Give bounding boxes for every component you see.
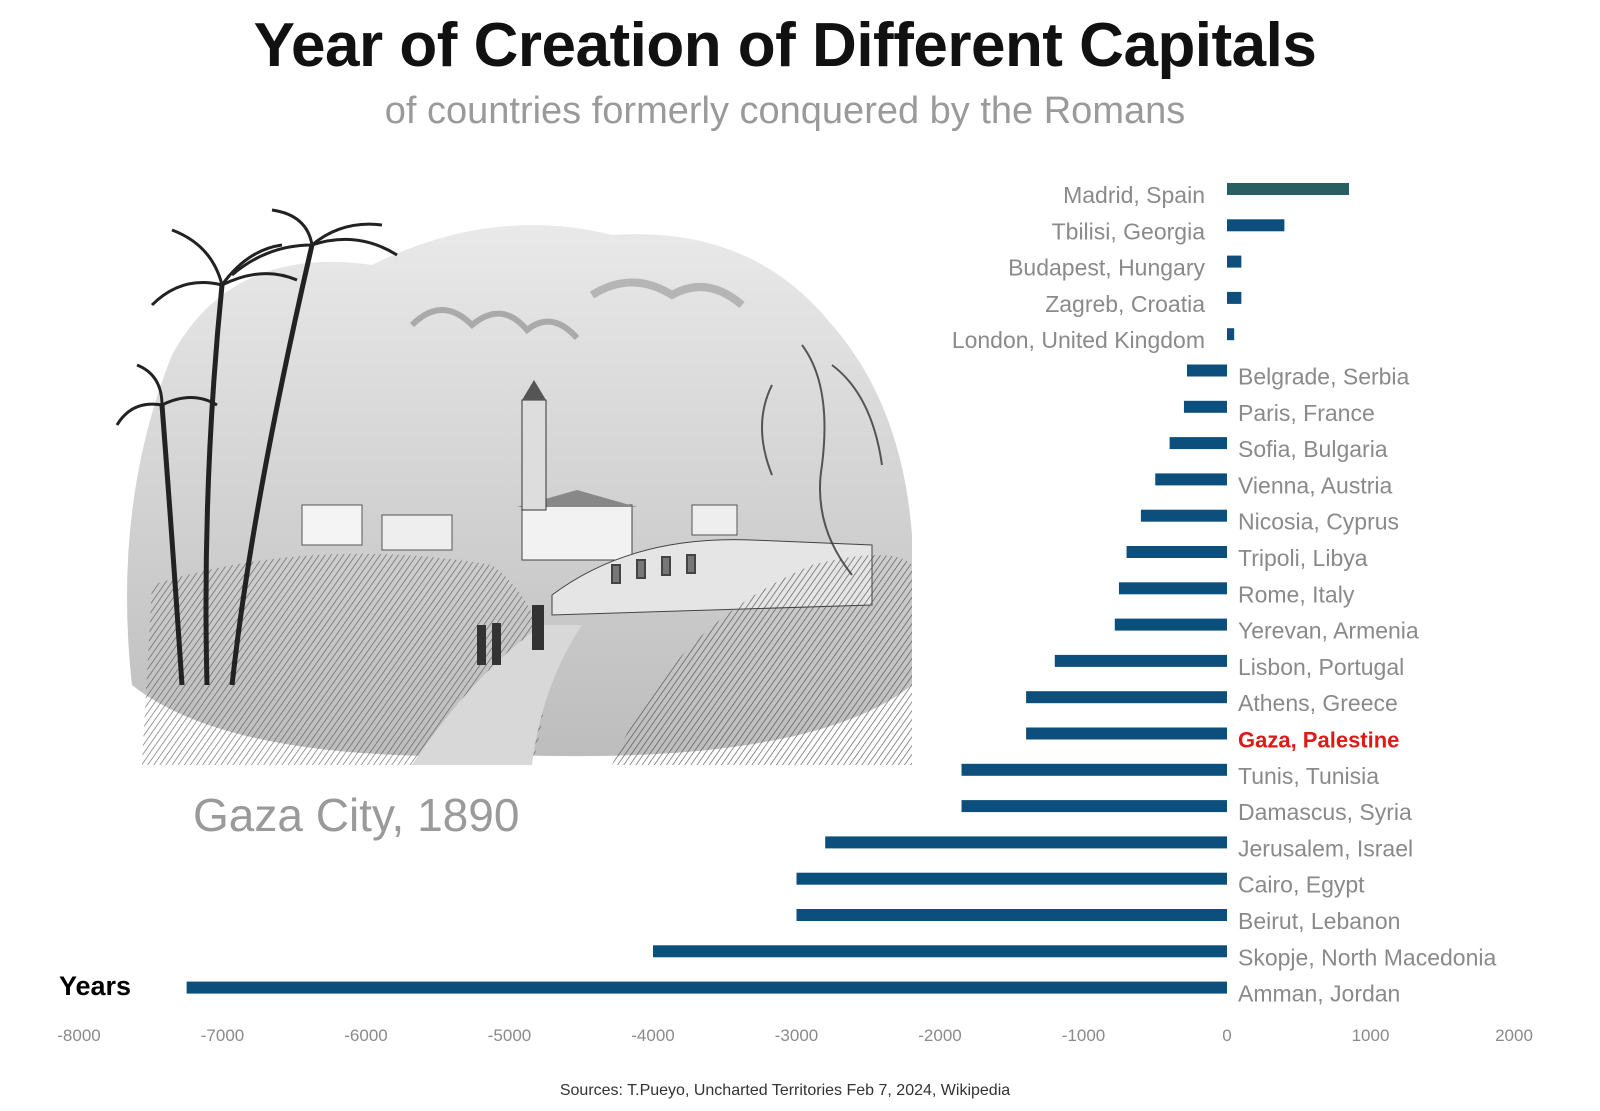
bar bbox=[1227, 328, 1235, 341]
bar bbox=[1118, 582, 1227, 595]
x-tick-label: -1000 bbox=[1062, 1026, 1105, 1045]
sources-note: Sources: T.Pueyo, Uncharted Territories … bbox=[559, 1082, 1011, 1099]
category-label: Lisbon, Portugal bbox=[1238, 654, 1404, 680]
category-label: Beirut, Lebanon bbox=[1238, 908, 1400, 934]
bar bbox=[1227, 219, 1285, 232]
category-label: London, United Kingdom bbox=[952, 327, 1205, 353]
category-label: Vienna, Austria bbox=[1238, 472, 1393, 498]
category-label: Tunis, Tunisia bbox=[1238, 763, 1379, 789]
category-label: Gaza, Palestine bbox=[1238, 728, 1399, 753]
category-label: Rome, Italy bbox=[1238, 581, 1355, 607]
gaza-city-engraving-illustration bbox=[115, 208, 912, 765]
category-label: Paris, France bbox=[1238, 400, 1375, 426]
illustration-caption: Gaza City, 1890 bbox=[193, 789, 520, 841]
category-label: Tbilisi, Georgia bbox=[1052, 218, 1206, 244]
bar bbox=[1186, 364, 1227, 377]
bar bbox=[1155, 473, 1227, 486]
category-label: Budapest, Hungary bbox=[1008, 255, 1205, 281]
bar bbox=[1026, 727, 1227, 740]
chart-subtitle: of countries formerly conquered by the R… bbox=[384, 90, 1186, 132]
category-label: Jerusalem, Israel bbox=[1238, 835, 1413, 861]
bar bbox=[1227, 291, 1242, 304]
x-tick-label: 2000 bbox=[1495, 1026, 1533, 1045]
bar bbox=[186, 981, 1227, 994]
bar bbox=[961, 763, 1227, 776]
x-tick-label: 0 bbox=[1222, 1026, 1231, 1045]
x-tick-label: -8000 bbox=[57, 1026, 100, 1045]
bar bbox=[653, 945, 1227, 958]
x-tick-label: -5000 bbox=[488, 1026, 531, 1045]
category-label: Yerevan, Armenia bbox=[1238, 618, 1419, 644]
x-tick-label: -2000 bbox=[918, 1026, 961, 1045]
bar bbox=[1026, 691, 1227, 704]
x-tick-label: -7000 bbox=[201, 1026, 244, 1045]
category-label: Amman, Jordan bbox=[1238, 981, 1400, 1007]
category-label: Cairo, Egypt bbox=[1238, 872, 1365, 898]
bar bbox=[1140, 509, 1227, 522]
category-label: Sofia, Bulgaria bbox=[1238, 436, 1388, 462]
bar bbox=[1126, 546, 1227, 558]
category-label: Tripoli, Libya bbox=[1238, 545, 1368, 571]
category-label: Skopje, North Macedonia bbox=[1238, 944, 1496, 970]
bar bbox=[961, 800, 1227, 813]
category-label: Belgrade, Serbia bbox=[1238, 364, 1410, 390]
bar bbox=[1227, 183, 1349, 195]
x-tick-label: -3000 bbox=[775, 1026, 818, 1045]
bar bbox=[1054, 654, 1227, 667]
bar bbox=[1183, 400, 1227, 413]
category-label: Damascus, Syria bbox=[1238, 799, 1412, 825]
category-label: Madrid, Spain bbox=[1063, 182, 1205, 208]
x-tick-label: -4000 bbox=[631, 1026, 674, 1045]
bar bbox=[796, 872, 1227, 885]
category-label: Athens, Greece bbox=[1238, 690, 1398, 716]
bar bbox=[796, 909, 1227, 921]
category-label: Zagreb, Croatia bbox=[1045, 291, 1205, 317]
bar bbox=[1114, 618, 1227, 631]
x-axis-label: Years bbox=[59, 971, 131, 1001]
bar bbox=[825, 836, 1227, 849]
chart-title: Year of Creation of Different Capitals bbox=[253, 11, 1317, 80]
bar bbox=[1169, 437, 1227, 450]
category-label: Nicosia, Cyprus bbox=[1238, 509, 1399, 535]
x-tick-label: -6000 bbox=[344, 1026, 387, 1045]
x-tick-label: 1000 bbox=[1352, 1026, 1390, 1045]
bar bbox=[1227, 255, 1242, 268]
